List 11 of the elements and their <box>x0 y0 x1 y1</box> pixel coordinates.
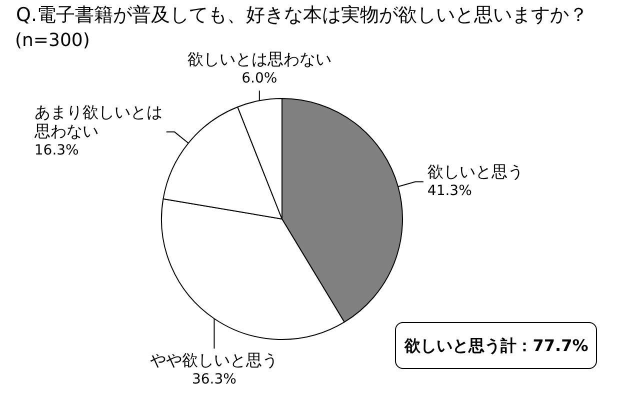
chart-title: Q.電子書籍が普及しても、好きな本は実物が欲しいと思いますか？ <box>16 4 588 27</box>
data-label: 41.3% <box>427 182 472 199</box>
data-label: 16.3% <box>34 142 79 158</box>
data-label: 36.3% <box>192 371 236 388</box>
chart-subtitle: (n=300) <box>15 30 90 52</box>
slice-label: あまり欲しいとは思わない <box>33 102 162 140</box>
text: 欲しいと思う計：77.7% <box>404 336 588 356</box>
slice-label: やや欲しいと思う <box>150 350 278 370</box>
slice-label: 欲しいとは思わない <box>187 49 332 68</box>
slice-label: 欲しいと思う <box>427 162 524 181</box>
data-label: 6.0% <box>242 70 278 86</box>
